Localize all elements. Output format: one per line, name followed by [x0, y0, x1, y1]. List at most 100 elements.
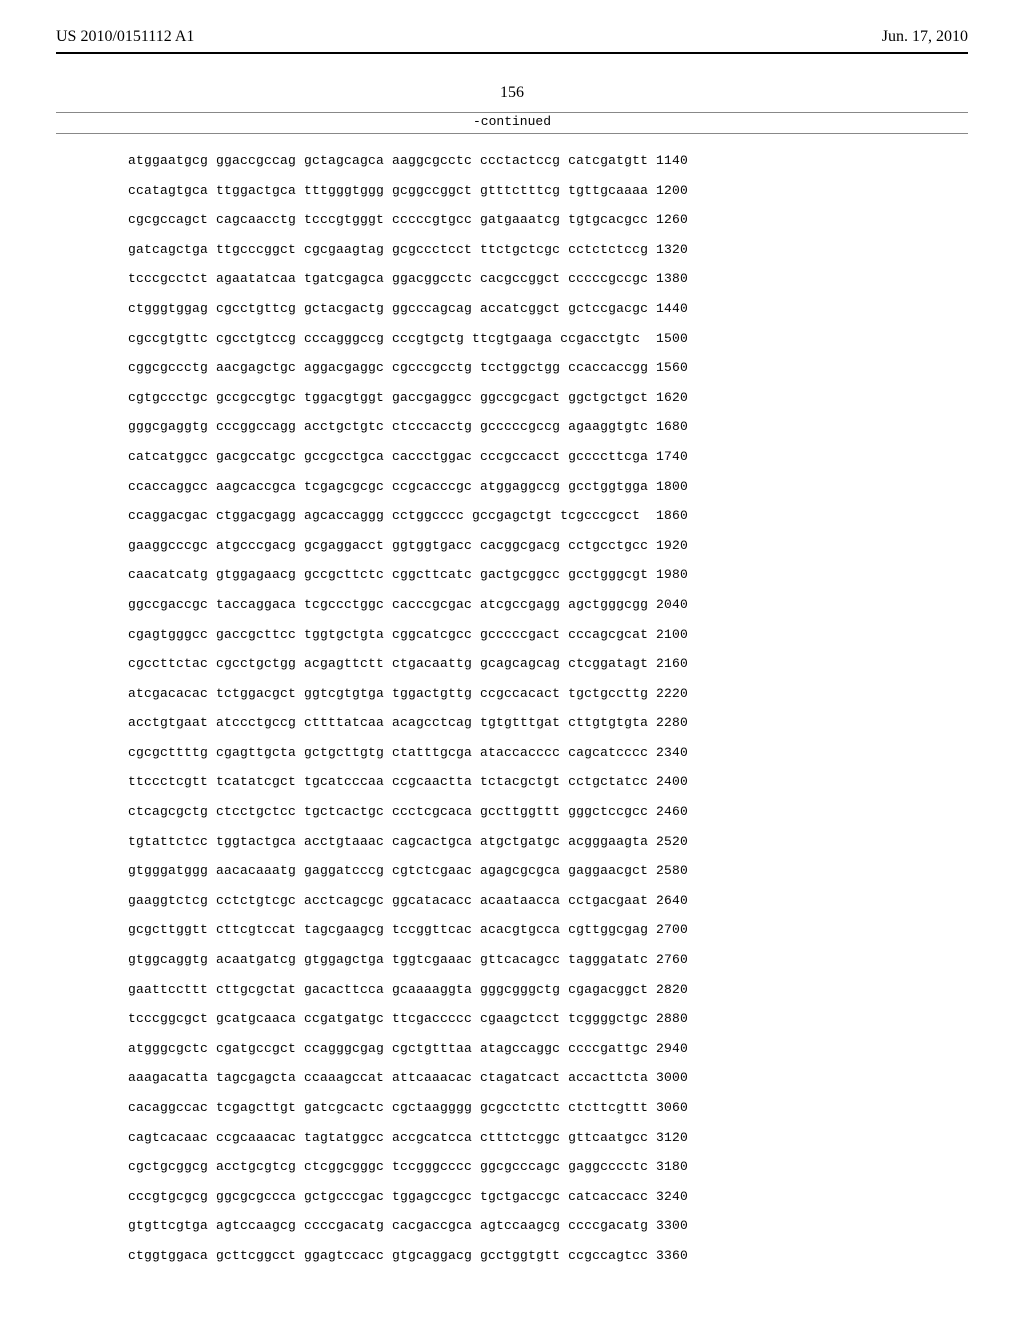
sequence-position: 2580 [628, 864, 688, 877]
sequence-position: 3000 [628, 1071, 688, 1084]
sequence-groups: gatcagctga ttgcccggct cgcgaagtag gcgccct… [128, 243, 628, 256]
sequence-row: cgccttctac cgcctgctgg acgagttctt ctgacaa… [128, 657, 1024, 670]
sequence-position: 1620 [628, 391, 688, 404]
sequence-row: tcccggcgct gcatgcaaca ccgatgatgc ttcgacc… [128, 1012, 1024, 1025]
sequence-row: atcgacacac tctggacgct ggtcgtgtga tggactg… [128, 687, 1024, 700]
sequence-groups: ggccgaccgc taccaggaca tcgccctggc cacccgc… [128, 598, 628, 611]
sequence-position: 2760 [628, 953, 688, 966]
sequence-position: 1380 [628, 272, 688, 285]
sequence-groups: cgcgccagct cagcaacctg tcccgtgggt cccccgt… [128, 213, 628, 226]
continued-block: -continued [56, 112, 968, 134]
sequence-groups: gtgttcgtga agtccaagcg ccccgacatg cacgacc… [128, 1219, 628, 1232]
sequence-position: 1920 [628, 539, 688, 552]
sequence-listing: atggaatgcg ggaccgccag gctagcagca aaggcgc… [0, 134, 1024, 1262]
sequence-row: ccatagtgca ttggactgca tttgggtggg gcggccg… [128, 184, 1024, 197]
publication-date: Jun. 17, 2010 [882, 28, 968, 46]
sequence-groups: ccaccaggcc aagcaccgca tcgagcgcgc ccgcacc… [128, 480, 628, 493]
sequence-groups: aaagacatta tagcgagcta ccaaagccat attcaaa… [128, 1071, 628, 1084]
sequence-row: cgctgcggcg acctgcgtcg ctcggcgggc tccgggc… [128, 1160, 1024, 1173]
sequence-position: 2520 [628, 835, 688, 848]
sequence-groups: cgtgccctgc gccgccgtgc tggacgtggt gaccgag… [128, 391, 628, 404]
sequence-groups: acctgtgaat atccctgccg cttttatcaa acagcct… [128, 716, 628, 729]
sequence-row: ggccgaccgc taccaggaca tcgccctggc cacccgc… [128, 598, 1024, 611]
sequence-position: 3360 [628, 1249, 688, 1262]
sequence-row: gcgcttggtt cttcgtccat tagcgaagcg tccggtt… [128, 923, 1024, 936]
sequence-row: cgagtgggcc gaccgcttcc tggtgctgta cggcatc… [128, 628, 1024, 641]
sequence-row: ctggtggaca gcttcggcct ggagtccacc gtgcagg… [128, 1249, 1024, 1262]
sequence-row: tgtattctcc tggtactgca acctgtaaac cagcact… [128, 835, 1024, 848]
sequence-row: cgtgccctgc gccgccgtgc tggacgtggt gaccgag… [128, 391, 1024, 404]
sequence-groups: gtggcaggtg acaatgatcg gtggagctga tggtcga… [128, 953, 628, 966]
sequence-position: 3240 [628, 1190, 688, 1203]
sequence-position: 2280 [628, 716, 688, 729]
sequence-position: 1140 [628, 154, 688, 167]
sequence-groups: gaaggcccgc atgcccgacg gcgaggacct ggtggtg… [128, 539, 628, 552]
sequence-position: 2640 [628, 894, 688, 907]
sequence-row: tcccgcctct agaatatcaa tgatcgagca ggacggc… [128, 272, 1024, 285]
sequence-row: gaattccttt cttgcgctat gacacttcca gcaaaag… [128, 983, 1024, 996]
sequence-groups: cgctgcggcg acctgcgtcg ctcggcgggc tccgggc… [128, 1160, 628, 1173]
sequence-row: gaaggtctcg cctctgtcgc acctcagcgc ggcatac… [128, 894, 1024, 907]
sequence-position: 3180 [628, 1160, 688, 1173]
sequence-row: cgcgccagct cagcaacctg tcccgtgggt cccccgt… [128, 213, 1024, 226]
sequence-groups: ctggtggaca gcttcggcct ggagtccacc gtgcagg… [128, 1249, 628, 1262]
sequence-groups: cagtcacaac ccgcaaacac tagtatggcc accgcat… [128, 1131, 628, 1144]
sequence-groups: ccatagtgca ttggactgca tttgggtggg gcggccg… [128, 184, 628, 197]
sequence-groups: gaaggtctcg cctctgtcgc acctcagcgc ggcatac… [128, 894, 628, 907]
sequence-position: 2100 [628, 628, 688, 641]
sequence-groups: cgccttctac cgcctgctgg acgagttctt ctgacaa… [128, 657, 628, 670]
sequence-row: gatcagctga ttgcccggct cgcgaagtag gcgccct… [128, 243, 1024, 256]
page-header: US 2010/0151112 A1 Jun. 17, 2010 [0, 0, 1024, 52]
sequence-row: gtggcaggtg acaatgatcg gtggagctga tggtcga… [128, 953, 1024, 966]
sequence-position: 2040 [628, 598, 688, 611]
sequence-row: cggcgccctg aacgagctgc aggacgaggc cgcccgc… [128, 361, 1024, 374]
sequence-position: 1980 [628, 568, 688, 581]
sequence-position: 2940 [628, 1042, 688, 1055]
sequence-groups: atgggcgctc cgatgccgct ccagggcgag cgctgtt… [128, 1042, 628, 1055]
continued-label: -continued [56, 114, 968, 133]
sequence-groups: tcccgcctct agaatatcaa tgatcgagca ggacggc… [128, 272, 628, 285]
sequence-groups: catcatggcc gacgccatgc gccgcctgca caccctg… [128, 450, 628, 463]
sequence-row: acctgtgaat atccctgccg cttttatcaa acagcct… [128, 716, 1024, 729]
sequence-row: cgccgtgttc cgcctgtccg cccagggccg cccgtgc… [128, 332, 1024, 345]
sequence-groups: ccaggacgac ctggacgagg agcaccaggg cctggcc… [128, 509, 628, 522]
sequence-row: gtgttcgtga agtccaagcg ccccgacatg cacgacc… [128, 1219, 1024, 1232]
sequence-position: 2400 [628, 775, 688, 788]
sequence-row: gggcgaggtg cccggccagg acctgctgtc ctcccac… [128, 420, 1024, 433]
sequence-row: aaagacatta tagcgagcta ccaaagccat attcaaa… [128, 1071, 1024, 1084]
sequence-position: 3300 [628, 1219, 688, 1232]
sequence-groups: cgcgcttttg cgagttgcta gctgcttgtg ctatttg… [128, 746, 628, 759]
sequence-row: caacatcatg gtggagaacg gccgcttctc cggcttc… [128, 568, 1024, 581]
continued-rule-top [56, 112, 968, 113]
sequence-groups: cggcgccctg aacgagctgc aggacgaggc cgcccgc… [128, 361, 628, 374]
sequence-row: ccaccaggcc aagcaccgca tcgagcgcgc ccgcacc… [128, 480, 1024, 493]
sequence-row: atgggcgctc cgatgccgct ccagggcgag cgctgtt… [128, 1042, 1024, 1055]
sequence-groups: cacaggccac tcgagcttgt gatcgcactc cgctaag… [128, 1101, 628, 1114]
sequence-groups: ctcagcgctg ctcctgctcc tgctcactgc ccctcgc… [128, 805, 628, 818]
sequence-groups: gcgcttggtt cttcgtccat tagcgaagcg tccggtt… [128, 923, 628, 936]
sequence-position: 1740 [628, 450, 688, 463]
sequence-groups: cgagtgggcc gaccgcttcc tggtgctgta cggcatc… [128, 628, 628, 641]
sequence-row: cccgtgcgcg ggcgcgccca gctgcccgac tggagcc… [128, 1190, 1024, 1203]
sequence-position: 1860 [628, 509, 688, 522]
sequence-position: 1680 [628, 420, 688, 433]
sequence-row: catcatggcc gacgccatgc gccgcctgca caccctg… [128, 450, 1024, 463]
sequence-row: atggaatgcg ggaccgccag gctagcagca aaggcgc… [128, 154, 1024, 167]
sequence-row: ctcagcgctg ctcctgctcc tgctcactgc ccctcgc… [128, 805, 1024, 818]
sequence-groups: cgccgtgttc cgcctgtccg cccagggccg cccgtgc… [128, 332, 628, 345]
sequence-position: 2340 [628, 746, 688, 759]
sequence-groups: ctgggtggag cgcctgttcg gctacgactg ggcccag… [128, 302, 628, 315]
sequence-position: 1320 [628, 243, 688, 256]
sequence-position: 1440 [628, 302, 688, 315]
sequence-row: ttccctcgtt tcatatcgct tgcatcccaa ccgcaac… [128, 775, 1024, 788]
sequence-groups: caacatcatg gtggagaacg gccgcttctc cggcttc… [128, 568, 628, 581]
sequence-row: cgcgcttttg cgagttgcta gctgcttgtg ctatttg… [128, 746, 1024, 759]
sequence-position: 2880 [628, 1012, 688, 1025]
sequence-groups: cccgtgcgcg ggcgcgccca gctgcccgac tggagcc… [128, 1190, 628, 1203]
sequence-row: gtgggatggg aacacaaatg gaggatcccg cgtctcg… [128, 864, 1024, 877]
sequence-position: 1560 [628, 361, 688, 374]
sequence-row: gaaggcccgc atgcccgacg gcgaggacct ggtggtg… [128, 539, 1024, 552]
sequence-position: 3060 [628, 1101, 688, 1114]
sequence-row: cacaggccac tcgagcttgt gatcgcactc cgctaag… [128, 1101, 1024, 1114]
sequence-position: 2160 [628, 657, 688, 670]
